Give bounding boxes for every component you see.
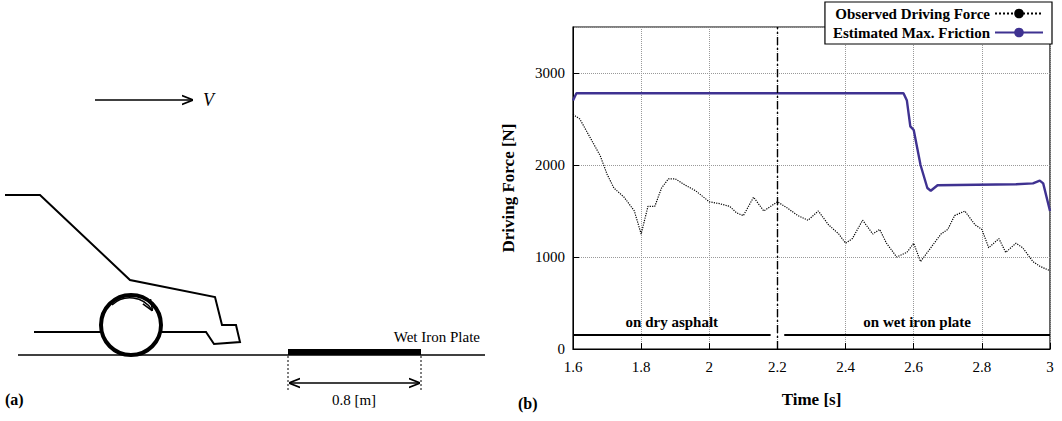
svg-text:Wet Iron Plate: Wet Iron Plate <box>394 329 481 345</box>
svg-text:0.8 [m]: 0.8 [m] <box>332 392 376 408</box>
svg-text:2.8: 2.8 <box>972 359 991 375</box>
svg-text:V: V <box>203 90 216 110</box>
svg-text:0: 0 <box>558 341 566 357</box>
svg-text:1.8: 1.8 <box>632 359 651 375</box>
svg-text:on wet iron plate: on wet iron plate <box>863 314 971 330</box>
svg-text:Observed Driving Force: Observed Driving Force <box>835 6 990 22</box>
svg-text:(b): (b) <box>518 395 538 413</box>
svg-text:2.4: 2.4 <box>836 359 855 375</box>
svg-text:3000: 3000 <box>535 65 565 81</box>
svg-text:Time [s]: Time [s] <box>782 390 842 409</box>
svg-text:3: 3 <box>1046 359 1054 375</box>
svg-text:Estimated Max. Friction: Estimated Max. Friction <box>833 25 991 41</box>
svg-text:2000: 2000 <box>535 157 565 173</box>
svg-text:2.2: 2.2 <box>768 359 787 375</box>
svg-text:2.6: 2.6 <box>904 359 923 375</box>
svg-text:2: 2 <box>706 359 714 375</box>
svg-text:(a): (a) <box>5 391 24 409</box>
svg-text:Driving Force [N]: Driving Force [N] <box>499 123 518 252</box>
svg-text:1000: 1000 <box>535 249 565 265</box>
svg-text:1.6: 1.6 <box>564 359 583 375</box>
svg-text:on dry asphalt: on dry asphalt <box>626 314 719 330</box>
